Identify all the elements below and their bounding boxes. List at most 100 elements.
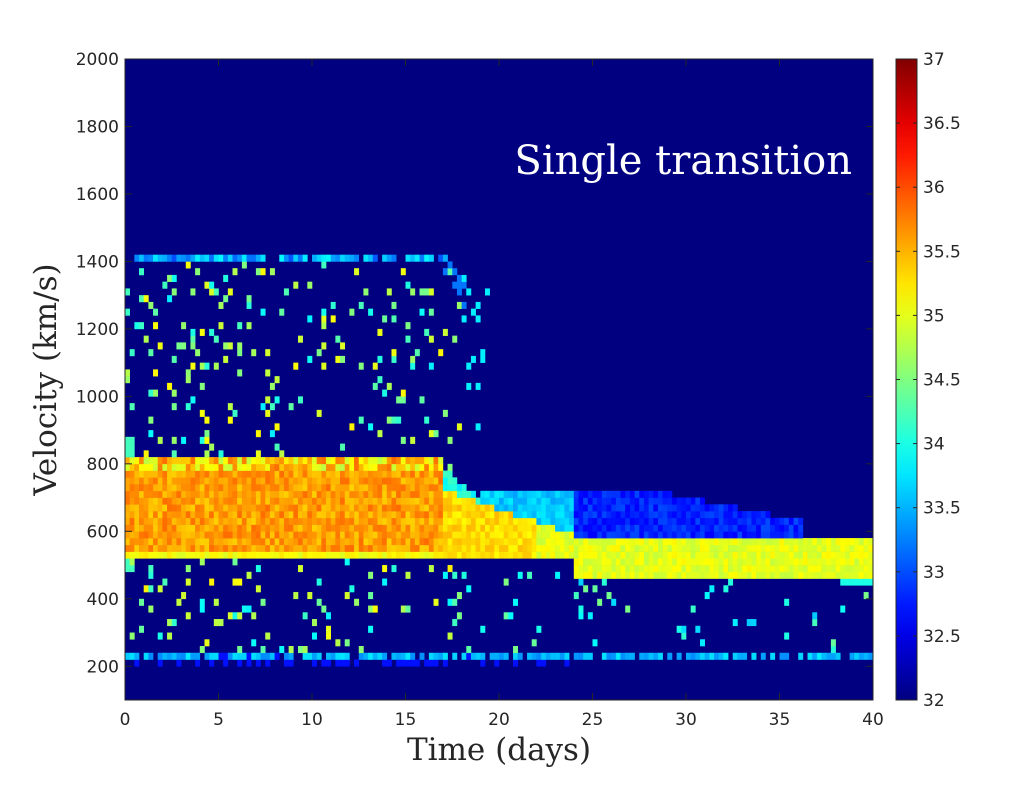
heatmap-cell bbox=[475, 423, 481, 431]
heatmap-cell bbox=[148, 490, 154, 498]
heatmap-cell bbox=[321, 470, 327, 478]
heatmap-cell bbox=[639, 490, 645, 498]
heatmap-cell bbox=[606, 524, 612, 532]
heatmap-cell bbox=[648, 504, 654, 512]
heatmap-cell bbox=[545, 511, 551, 519]
heatmap-cell bbox=[447, 598, 453, 606]
heatmap-cell bbox=[601, 531, 607, 539]
heatmap-cell bbox=[559, 524, 565, 532]
heatmap-cell bbox=[129, 531, 135, 539]
heatmap-cell bbox=[784, 571, 790, 579]
heatmap-cell bbox=[246, 504, 252, 512]
heatmap-cell bbox=[288, 470, 294, 478]
heatmap-cell bbox=[321, 477, 327, 485]
heatmap-cell bbox=[297, 524, 303, 532]
heatmap-cell bbox=[573, 652, 579, 660]
heatmap-cell bbox=[391, 254, 397, 262]
heatmap-cell bbox=[209, 517, 215, 525]
heatmap-cell bbox=[176, 470, 182, 478]
heatmap-cell bbox=[573, 565, 579, 573]
heatmap-cell bbox=[704, 531, 710, 539]
heatmap-cell bbox=[181, 517, 187, 525]
heatmap-cell bbox=[770, 538, 776, 546]
heatmap-cell bbox=[288, 646, 294, 654]
heatmap-cell bbox=[428, 308, 434, 316]
heatmap-cell bbox=[686, 551, 691, 559]
heatmap-cell bbox=[447, 538, 453, 546]
heatmap-cell bbox=[620, 497, 626, 505]
heatmap-cell bbox=[195, 463, 201, 471]
heatmap-cell bbox=[830, 565, 836, 573]
heatmap-cell bbox=[541, 659, 547, 667]
heatmap-cell bbox=[798, 517, 804, 525]
heatmap-cell bbox=[555, 497, 561, 505]
heatmap-cell bbox=[372, 517, 378, 525]
heatmap-cell bbox=[629, 652, 635, 660]
heatmap-cell bbox=[442, 477, 448, 485]
heatmap-cell bbox=[157, 511, 163, 519]
heatmap-cell bbox=[195, 531, 201, 539]
heatmap-cell bbox=[167, 652, 173, 660]
heatmap-cell bbox=[167, 538, 173, 546]
heatmap-cell bbox=[625, 571, 631, 579]
heatmap-cell bbox=[456, 592, 462, 600]
heatmap-cell bbox=[634, 558, 640, 566]
heatmap-cell bbox=[695, 531, 701, 539]
heatmap-cell bbox=[293, 497, 299, 505]
heatmap-cell bbox=[452, 511, 458, 519]
heatmap-cell bbox=[129, 403, 135, 411]
heatmap-cell bbox=[606, 531, 612, 539]
heatmap-cell bbox=[746, 544, 752, 552]
heatmap-cell bbox=[181, 592, 187, 600]
heatmap-cell bbox=[363, 470, 369, 478]
heatmap-cell bbox=[260, 403, 266, 411]
heatmap-cell bbox=[386, 416, 392, 424]
heatmap-cell bbox=[139, 457, 145, 465]
heatmap-cell bbox=[176, 511, 182, 519]
heatmap-cell bbox=[386, 288, 392, 296]
heatmap-cell bbox=[419, 652, 425, 660]
heatmap-cell bbox=[410, 551, 416, 559]
heatmap-cell bbox=[279, 457, 285, 465]
heatmap-cell bbox=[340, 463, 346, 471]
heatmap-cell bbox=[611, 531, 617, 539]
heatmap-cell bbox=[176, 254, 182, 262]
heatmap-cell bbox=[704, 592, 710, 600]
heatmap-cell bbox=[241, 531, 247, 539]
heatmap-cell bbox=[358, 416, 364, 424]
y-tick-label: 1400 bbox=[76, 252, 119, 272]
heatmap-cell bbox=[447, 484, 453, 492]
heatmap-cell bbox=[564, 551, 570, 559]
heatmap-cell bbox=[246, 531, 252, 539]
heatmap-cell bbox=[452, 281, 458, 289]
heatmap-cell bbox=[185, 538, 191, 546]
heatmap-cell bbox=[424, 463, 430, 471]
heatmap-cell bbox=[227, 288, 233, 296]
heatmap-cell bbox=[569, 497, 575, 505]
heatmap-cell bbox=[213, 463, 219, 471]
heatmap-cell bbox=[601, 558, 607, 566]
heatmap-cell bbox=[340, 457, 346, 465]
heatmap-cell bbox=[167, 274, 173, 282]
heatmap-cell bbox=[555, 652, 561, 660]
heatmap-cell bbox=[798, 544, 804, 552]
heatmap-cell bbox=[601, 544, 607, 552]
heatmap-cell bbox=[555, 504, 561, 512]
heatmap-cell bbox=[326, 531, 331, 539]
heatmap-cell bbox=[657, 538, 663, 546]
heatmap-cell bbox=[714, 511, 720, 519]
heatmap-cell bbox=[382, 565, 388, 573]
heatmap-cell bbox=[517, 571, 523, 579]
heatmap-cell bbox=[335, 652, 341, 660]
heatmap-cell bbox=[723, 524, 729, 532]
heatmap-cell bbox=[405, 254, 411, 262]
heatmap-cell bbox=[456, 274, 462, 282]
heatmap-cell bbox=[765, 544, 771, 552]
heatmap-cell bbox=[503, 517, 509, 525]
heatmap-cell bbox=[742, 524, 748, 532]
heatmap-cell bbox=[405, 470, 411, 478]
heatmap-cell bbox=[265, 659, 271, 667]
heatmap-cell bbox=[260, 652, 266, 660]
heatmap-cell bbox=[326, 551, 331, 559]
heatmap-cell bbox=[793, 558, 799, 566]
